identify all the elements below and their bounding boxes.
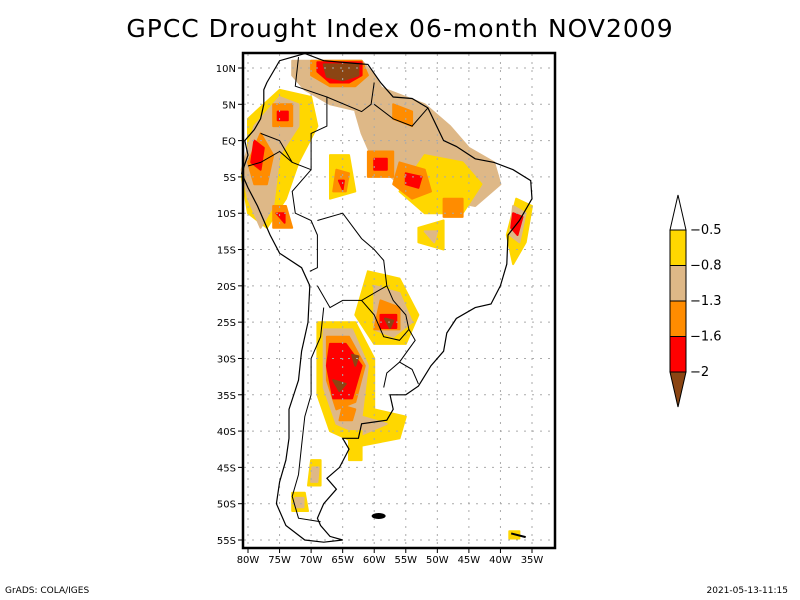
x-tick-label: 40W xyxy=(489,555,512,566)
footer-timestamp: 2021-05-13-11:15 xyxy=(707,586,789,596)
x-tick-label: 35W xyxy=(521,555,544,566)
drought-area xyxy=(324,64,359,80)
y-tick-label: EQ xyxy=(222,137,236,148)
country-border xyxy=(292,308,324,522)
drought-map: 80W 75W 70W 65W 60W 55W 50W 45W 40W 35W 10N 5N EQ 5S… xyxy=(0,0,800,600)
x-tick-label: 70W xyxy=(300,555,323,566)
y-tick-label: 20S xyxy=(217,282,236,293)
country-border xyxy=(400,362,419,384)
x-axis-ticks: 80W 75W 70W 65W 60W 55W 50W 45W 40W 35W xyxy=(237,548,544,566)
colorbar-label: −0.8 xyxy=(690,259,722,274)
country-border xyxy=(292,170,317,272)
y-tick-label: 35S xyxy=(217,391,236,402)
colorbar-segment xyxy=(670,337,686,373)
colorbar-label: −1.6 xyxy=(690,330,722,345)
colorbar-bottom-arrow xyxy=(670,372,686,407)
drought-area xyxy=(444,199,463,217)
x-tick-label: 45W xyxy=(458,555,481,566)
x-tick-label: 55W xyxy=(394,555,417,566)
drought-area xyxy=(406,173,422,188)
colorbar-legend: −0.5 −0.8 −1.3 −1.6 −2 xyxy=(670,195,722,407)
y-tick-label: 10S xyxy=(217,209,236,220)
y-axis-ticks: 10N 5N EQ 5S 10S 15S 20S 25S 30S 35S 40S 45S 50S 55S xyxy=(216,64,243,547)
x-tick-label: 60W xyxy=(363,555,386,566)
colorbar-label: −0.5 xyxy=(690,223,722,238)
colorbar-label: −1.3 xyxy=(690,294,722,309)
y-tick-label: 40S xyxy=(217,427,236,438)
y-tick-label: 55S xyxy=(217,536,236,547)
colorbar-segment xyxy=(670,266,686,302)
y-tick-label: 5S xyxy=(223,173,236,184)
drought-area xyxy=(374,159,387,170)
footer-credit: GrADS: COLA/IGES xyxy=(5,586,89,596)
colorbar-label: −2 xyxy=(690,365,709,380)
colorbar-segment xyxy=(670,301,686,337)
y-tick-label: 25S xyxy=(217,318,236,329)
drought-shading-layer xyxy=(242,61,532,539)
drought-area xyxy=(340,406,356,421)
y-tick-label: 15S xyxy=(217,246,236,257)
y-tick-label: 5N xyxy=(222,100,236,111)
x-tick-label: 65W xyxy=(331,555,354,566)
x-tick-label: 50W xyxy=(426,555,449,566)
y-tick-label: 45S xyxy=(217,463,236,474)
falkland-islands xyxy=(372,513,386,519)
y-tick-label: 10N xyxy=(216,64,236,75)
x-tick-label: 80W xyxy=(237,555,260,566)
x-tick-label: 75W xyxy=(268,555,291,566)
y-tick-label: 50S xyxy=(217,500,236,511)
drought-area xyxy=(295,498,303,507)
colorbar-top-arrow xyxy=(670,195,686,230)
drought-area xyxy=(349,431,362,460)
drought-area xyxy=(311,467,319,482)
colorbar-segment xyxy=(670,230,686,266)
y-tick-label: 30S xyxy=(217,354,236,365)
